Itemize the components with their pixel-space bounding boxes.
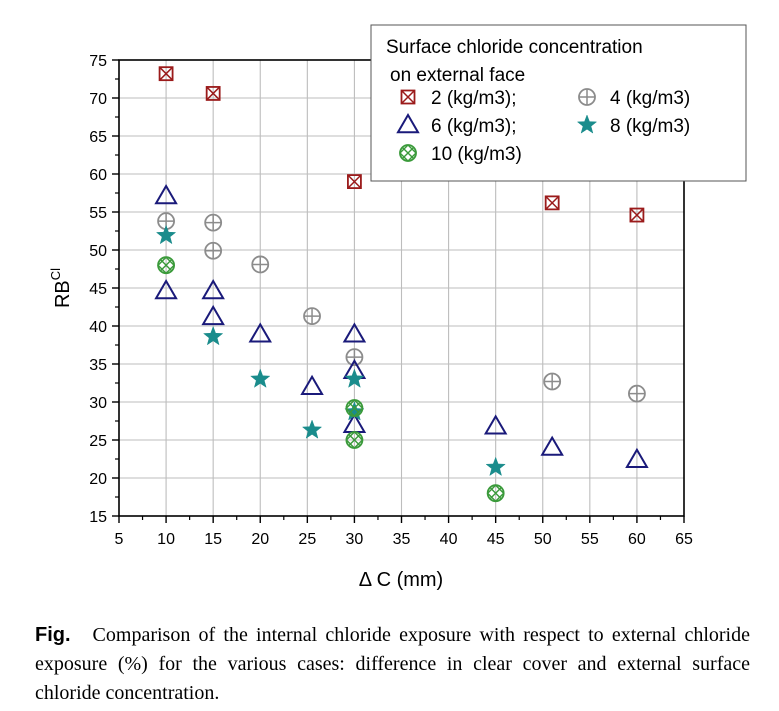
- data-point: [248, 322, 272, 343]
- y-tick-label: 25: [89, 433, 107, 450]
- legend: Surface chloride concentration on extern…: [370, 24, 747, 182]
- legend-label: 2 (kg/m3);: [431, 88, 517, 109]
- data-point: [628, 384, 646, 403]
- x-tick-label: 65: [675, 531, 693, 548]
- data-point: [540, 435, 564, 456]
- legend-title-line1: Surface chloride concentration: [386, 37, 643, 58]
- legend-label: 8 (kg/m3): [610, 116, 690, 137]
- legend-marker: [400, 89, 416, 105]
- x-tick-label: 10: [157, 531, 175, 548]
- legend-marker: [396, 113, 420, 134]
- data-point: [300, 374, 324, 395]
- x-tick-label: 50: [534, 531, 552, 548]
- legend-label: 6 (kg/m3);: [431, 116, 517, 137]
- data-point: [543, 372, 562, 391]
- data-point: [544, 195, 560, 211]
- caption-text: Comparison of the internal chloride expo…: [35, 624, 750, 704]
- legend-marker: [399, 144, 417, 162]
- y-tick-label: 50: [89, 243, 107, 260]
- legend-label: 4 (kg/m3): [610, 88, 690, 109]
- x-tick-label: 55: [581, 531, 599, 548]
- data-point: [345, 348, 364, 367]
- legend-marker: [578, 88, 596, 106]
- y-tick-label: 15: [89, 509, 107, 526]
- x-tick-label: 40: [440, 531, 458, 548]
- data-point: [347, 174, 362, 190]
- x-tick-label: 30: [346, 531, 364, 548]
- data-point: [485, 456, 506, 477]
- data-point: [201, 304, 225, 326]
- data-point: [202, 325, 224, 346]
- x-tick-label: 25: [298, 531, 316, 548]
- data-point: [201, 279, 225, 300]
- legend-box: [370, 24, 747, 182]
- y-axis-label-sup: Cl: [48, 268, 63, 280]
- x-tick-label: 20: [251, 531, 269, 548]
- y-tick-label: 20: [89, 471, 107, 488]
- data-points: [154, 66, 649, 503]
- y-tick-label: 35: [89, 357, 107, 374]
- data-point: [629, 207, 645, 223]
- data-point: [251, 255, 270, 274]
- x-tick-label: 35: [393, 531, 411, 548]
- data-point: [250, 368, 271, 388]
- chart: 5 10 15 20 25 30 35 40 45 50 55 60 65 15 20 25 30 35 40 45…: [48, 24, 747, 591]
- data-point: [205, 86, 221, 101]
- x-tick-label: 60: [628, 531, 646, 548]
- x-axis-label: Δ C (mm): [359, 569, 443, 591]
- figure-caption: Fig. Comparison of the internal chloride …: [35, 621, 750, 708]
- data-point: [204, 213, 223, 232]
- data-point: [344, 368, 365, 388]
- caption-label: Fig.: [35, 624, 71, 646]
- y-tick-label: 55: [89, 205, 107, 222]
- y-axis-label: RBCl: [48, 268, 74, 308]
- y-tick-label: 70: [89, 91, 107, 108]
- data-point: [486, 484, 505, 503]
- legend-label: 10 (kg/m3): [431, 144, 522, 165]
- data-point: [345, 431, 364, 449]
- data-point: [154, 279, 178, 300]
- y-tick-label: 75: [89, 53, 107, 70]
- y-tick-label: 65: [89, 129, 107, 146]
- data-point: [342, 322, 367, 343]
- x-axis: 5 10 15 20 25 30 35 40 45 50 55 60 65: [115, 516, 693, 548]
- data-point: [345, 399, 364, 418]
- data-point: [158, 66, 174, 82]
- data-point: [301, 419, 323, 439]
- data-point: [204, 241, 223, 260]
- legend-title-line2: on external face: [390, 65, 525, 86]
- x-tick-label: 45: [487, 531, 505, 548]
- y-tick-label: 30: [89, 395, 107, 412]
- x-tick-label: 15: [204, 531, 222, 548]
- data-point: [483, 414, 508, 435]
- data-point: [155, 224, 177, 245]
- legend-marker: [576, 114, 598, 134]
- y-axis: 15 20 25 30 35 40 45 50 55 60 65 70 75: [89, 53, 119, 526]
- y-tick-label: 45: [89, 281, 107, 298]
- legend-items: 2 (kg/m3); 4 (kg/m3) 6 (kg/m3); 8 (kg/m3) 10…: [396, 88, 690, 165]
- y-tick-label: 60: [89, 167, 107, 184]
- y-tick-label: 40: [89, 319, 107, 336]
- data-point: [154, 184, 178, 205]
- data-point: [157, 256, 176, 275]
- x-tick-label: 5: [115, 531, 124, 548]
- y-axis-label-base: RB: [52, 280, 74, 308]
- data-point: [625, 447, 649, 468]
- data-point: [303, 307, 321, 326]
